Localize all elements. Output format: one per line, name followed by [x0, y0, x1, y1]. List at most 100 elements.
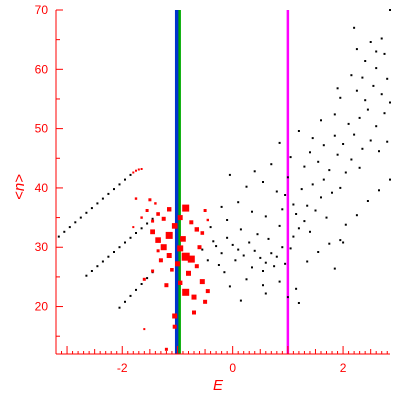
point-s4-24: [267, 237, 270, 240]
y-tick-label: 60: [35, 62, 49, 76]
point-s2-11: [146, 222, 149, 225]
point-s4-75: [375, 125, 378, 128]
point-s5-9: [165, 231, 173, 239]
point-s4-115: [228, 285, 231, 288]
point-s4-49: [339, 186, 342, 189]
point-s4-94: [201, 248, 204, 251]
point-s5-33: [172, 324, 177, 329]
point-s2-12: [151, 217, 154, 220]
point-s4-39: [325, 216, 328, 219]
y-tick-label: 30: [35, 240, 49, 254]
point-s4-103: [317, 251, 320, 253]
point-s2-7: [124, 241, 126, 244]
point-s5-46: [170, 268, 174, 272]
point-s0-8: [101, 197, 104, 200]
point-s1-2: [137, 168, 140, 171]
point-s4-1: [220, 252, 223, 255]
point-s3-3: [135, 288, 137, 291]
point-s4-67: [369, 139, 372, 142]
point-s4-79: [355, 89, 358, 92]
point-s4-55: [328, 169, 331, 172]
point-s5-26: [182, 288, 190, 296]
point-s3-5: [146, 277, 149, 280]
point-s4-64: [342, 143, 345, 145]
point-s5-43: [154, 202, 157, 205]
point-s5-31: [172, 313, 178, 319]
point-s4-58: [350, 158, 353, 161]
point-s4-28: [303, 220, 306, 223]
point-s2-2: [96, 265, 99, 268]
point-s4-95: [206, 259, 209, 262]
point-s4-9: [253, 249, 256, 252]
point-s5-3: [156, 212, 160, 216]
point-s4-123: [309, 151, 311, 154]
point-s0-2: [68, 226, 71, 229]
point-s0-6: [90, 207, 93, 210]
point-s4-15: [251, 266, 253, 269]
point-s4-114: [239, 299, 242, 302]
point-s0-10: [113, 188, 115, 191]
point-s0-13: [129, 173, 132, 176]
point-s4-26: [292, 235, 295, 238]
point-s4-99: [262, 284, 264, 287]
point-s5-1: [145, 209, 149, 212]
point-s5-5: [167, 207, 172, 212]
point-s4-46: [311, 183, 314, 186]
point-s2-10: [140, 227, 143, 230]
point-s4-119: [253, 170, 256, 173]
point-s4-33: [264, 215, 267, 218]
point-s5-0: [140, 216, 143, 219]
point-s4-52: [289, 156, 292, 159]
point-s4-107: [355, 214, 358, 217]
point-s4-27: [297, 227, 300, 230]
point-s5-19: [166, 253, 172, 258]
point-s4-40: [228, 173, 231, 176]
point-s4-50: [270, 163, 273, 166]
y-tick-label: 70: [35, 3, 49, 17]
point-s5-16: [181, 252, 190, 261]
point-s4-118: [292, 203, 295, 206]
point-s4-90: [380, 37, 383, 40]
point-s0-5: [85, 211, 88, 214]
point-s5-2: [151, 219, 155, 223]
point-s5-37: [175, 261, 180, 267]
point-s5-27: [191, 294, 197, 300]
point-s5-45: [178, 280, 183, 285]
point-s4-29: [309, 230, 311, 233]
point-s4-17: [273, 265, 276, 268]
point-s0-9: [107, 192, 110, 195]
point-s4-92: [389, 9, 391, 11]
point-s4-22: [239, 228, 242, 231]
x-axis-label: E: [213, 377, 224, 394]
point-s4-106: [344, 223, 347, 226]
x-tick-label: 2: [340, 361, 347, 375]
point-s4-86: [375, 67, 378, 70]
point-s4-88: [355, 48, 358, 51]
point-s4-89: [369, 41, 372, 43]
point-s4-6: [234, 259, 237, 262]
y-axis-label: <n>: [11, 174, 28, 200]
point-s4-82: [380, 93, 383, 96]
point-s2-3: [101, 260, 104, 263]
point-s4-120: [336, 87, 339, 90]
point-s0-0: [57, 235, 60, 238]
point-s4-60: [297, 130, 300, 132]
point-s4-35: [295, 213, 298, 215]
point-s4-70: [320, 119, 322, 122]
point-s5-11: [177, 215, 183, 221]
point-s4-71: [333, 113, 336, 116]
point-s4-96: [212, 240, 215, 243]
point-s4-100: [278, 280, 281, 283]
point-s5-7: [155, 237, 161, 243]
data-points: [57, 9, 391, 351]
point-s2-6: [118, 246, 121, 249]
point-s5-38: [197, 245, 202, 250]
vertical-lines: [174, 10, 290, 354]
point-s4-57: [344, 171, 347, 174]
point-s4-104: [328, 242, 331, 245]
point-s5-42: [148, 198, 152, 202]
point-s4-102: [306, 260, 309, 263]
point-s4-13: [275, 255, 278, 258]
point-s0-11: [118, 183, 121, 186]
